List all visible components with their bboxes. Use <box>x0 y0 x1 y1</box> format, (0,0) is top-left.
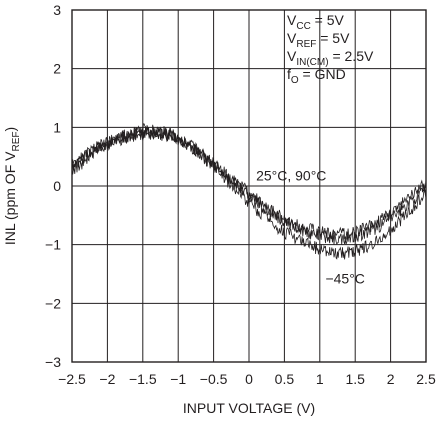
condition-label: fO = GND <box>287 66 346 86</box>
x-tick-label: 0 <box>245 371 253 387</box>
x-axis-label: INPUT VOLTAGE (V) <box>183 400 315 416</box>
x-tick-label: −2.5 <box>58 371 86 387</box>
y-axis-label-main: INL (ppm OF V <box>2 151 18 245</box>
traces <box>71 123 427 260</box>
y-axis-label: INL (ppm OF VREF) <box>2 127 22 245</box>
x-tick-label: −1.5 <box>129 371 157 387</box>
grid <box>72 10 426 362</box>
y-tick-label: 2 <box>53 61 61 77</box>
y-axis-label-close: ) <box>2 127 18 132</box>
x-tick-labels: −2.5 −2 −1.5 −1 −0.5 0 0.5 1 1.5 2 2.5 <box>58 371 436 387</box>
y-tick-label: −2 <box>45 295 61 311</box>
series-trace <box>71 127 427 260</box>
series-labels: 25°C, 90°C −45°C <box>256 167 365 286</box>
x-tick-label: 1.5 <box>345 371 365 387</box>
condition-label: VCC = 5V <box>287 12 345 32</box>
series-label: 25°C, 90°C <box>256 167 326 183</box>
x-tick-label: 1 <box>316 371 324 387</box>
series-label: −45°C <box>325 271 364 287</box>
x-tick-label: −1 <box>170 371 186 387</box>
y-tick-label: 3 <box>53 2 61 18</box>
x-tick-label: −0.5 <box>200 371 228 387</box>
x-tick-label: 0.5 <box>275 371 295 387</box>
x-tick-label: 2.5 <box>416 371 436 387</box>
y-tick-labels: 3 2 1 0 −1 −2 −3 <box>45 2 61 370</box>
y-tick-label: 1 <box>53 119 61 135</box>
y-tick-label: −3 <box>45 354 61 370</box>
plot-frame <box>71 9 427 363</box>
y-axis-label-sub: REF <box>11 132 22 152</box>
y-tick-label: −1 <box>45 237 61 253</box>
condition-label: VIN(CM) = 2.5V <box>287 48 374 68</box>
series-trace <box>71 123 427 240</box>
condition-label: VREF = 5V <box>287 30 350 50</box>
x-tick-label: 2 <box>387 371 395 387</box>
y-tick-label: 0 <box>53 178 61 194</box>
x-tick-label: −2 <box>99 371 115 387</box>
